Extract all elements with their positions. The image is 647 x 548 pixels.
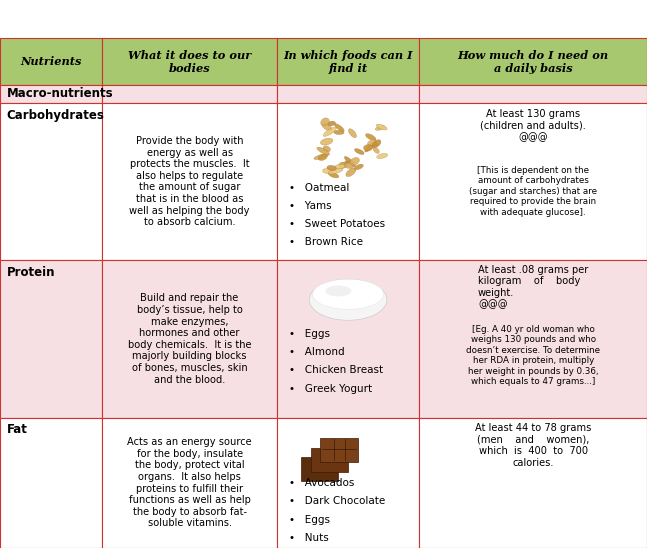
Bar	[419, 418, 647, 548]
Text: •   Greek Yogurt: • Greek Yogurt	[289, 384, 371, 393]
Text: Build and repair the
body’s tissue, help to
make enzymes,
hormones and other
bod: Build and repair the body’s tissue, help…	[128, 293, 251, 385]
Text: •   Almond: • Almond	[289, 347, 344, 357]
Text: Protein: Protein	[6, 266, 55, 279]
Bar	[277, 103, 419, 260]
Bar	[0, 38, 102, 85]
Text: Nutrients: Nutrients	[21, 56, 82, 67]
Bar	[102, 418, 277, 548]
Bar	[0, 85, 102, 103]
Ellipse shape	[309, 279, 387, 320]
Text: •   Sweet Potatoes: • Sweet Potatoes	[289, 219, 385, 229]
Text: •   Oatmeal: • Oatmeal	[289, 183, 349, 193]
Text: At least 44 to 78 grams
(men    and    women),
which  is  400  to  700
calories.: At least 44 to 78 grams (men and women),…	[475, 423, 591, 468]
Ellipse shape	[339, 161, 351, 167]
Ellipse shape	[320, 138, 333, 145]
Ellipse shape	[372, 140, 381, 147]
Ellipse shape	[367, 140, 377, 145]
Ellipse shape	[355, 164, 364, 170]
Ellipse shape	[322, 123, 332, 131]
Text: What it does to our
bodies: What it does to our bodies	[128, 50, 251, 73]
Ellipse shape	[334, 124, 344, 132]
Text: Macro-nutrients: Macro-nutrients	[6, 88, 113, 100]
Ellipse shape	[325, 286, 351, 296]
Text: [Eg. A 40 yr old woman who
weighs 130 pounds and who
doesn’t exercise. To determ: [Eg. A 40 yr old woman who weighs 130 po…	[466, 325, 600, 386]
Ellipse shape	[318, 154, 327, 161]
Ellipse shape	[339, 162, 347, 168]
Ellipse shape	[365, 142, 375, 152]
Text: •   Brown Rice: • Brown Rice	[289, 237, 362, 247]
Ellipse shape	[323, 146, 331, 152]
Text: At least .08 grams per
kilogram    of    body
weight.
@@@: At least .08 grams per kilogram of body …	[478, 265, 588, 310]
Text: •   Yams: • Yams	[289, 201, 331, 211]
Ellipse shape	[373, 147, 379, 153]
Text: In which foods can I
find it: In which foods can I find it	[283, 50, 413, 73]
Ellipse shape	[334, 164, 345, 169]
Ellipse shape	[376, 124, 387, 130]
Bar	[419, 260, 647, 418]
Ellipse shape	[314, 154, 329, 159]
Text: How much do I need on
a daily basis: How much do I need on a daily basis	[457, 50, 609, 73]
FancyBboxPatch shape	[301, 457, 338, 481]
Bar	[102, 85, 277, 103]
Text: Acts as an energy source
for the body, insulate
the body, protect vital
organs. : Acts as an energy source for the body, i…	[127, 437, 252, 528]
Ellipse shape	[334, 130, 344, 135]
Ellipse shape	[313, 279, 384, 309]
Ellipse shape	[328, 168, 343, 174]
Ellipse shape	[355, 149, 364, 155]
Text: •   Eggs: • Eggs	[289, 515, 329, 524]
Bar	[0, 260, 102, 418]
Text: Provide the body with
energy as well as
protects the muscles.  It
also helps to : Provide the body with energy as well as …	[129, 136, 250, 227]
Bar	[419, 85, 647, 103]
Bar	[277, 418, 419, 548]
Ellipse shape	[346, 168, 356, 176]
Bar	[277, 38, 419, 85]
Bar	[102, 260, 277, 418]
FancyBboxPatch shape	[320, 438, 358, 462]
Bar	[419, 38, 647, 85]
Ellipse shape	[375, 125, 385, 130]
Bar	[277, 260, 419, 418]
Bar	[102, 103, 277, 260]
Ellipse shape	[327, 121, 335, 126]
Bar	[419, 103, 647, 260]
Ellipse shape	[327, 165, 336, 170]
Bar	[277, 85, 419, 103]
Ellipse shape	[324, 127, 336, 136]
Text: •   Avocados: • Avocados	[289, 478, 354, 488]
Ellipse shape	[344, 156, 355, 167]
Bar	[102, 38, 277, 85]
Text: •   Dark Chocolate: • Dark Chocolate	[289, 496, 385, 506]
Text: Fat: Fat	[6, 423, 27, 436]
FancyBboxPatch shape	[311, 448, 348, 472]
Bar	[0, 418, 102, 548]
Ellipse shape	[377, 153, 388, 158]
Text: Carbohydrates: Carbohydrates	[6, 109, 104, 122]
Bar	[0, 103, 102, 260]
Ellipse shape	[322, 169, 333, 174]
Ellipse shape	[350, 157, 359, 165]
Ellipse shape	[344, 163, 353, 168]
Text: •   Eggs: • Eggs	[289, 329, 329, 339]
Text: •   Nuts: • Nuts	[289, 533, 328, 543]
Ellipse shape	[348, 129, 356, 138]
Ellipse shape	[366, 134, 376, 140]
Text: [This is dependent on the
amount of carbohydrates
(sugar and starches) that are
: [This is dependent on the amount of carb…	[469, 166, 597, 216]
Text: At least 130 grams
(children and adults).
@@@: At least 130 grams (children and adults)…	[480, 109, 586, 142]
Ellipse shape	[364, 145, 373, 151]
Ellipse shape	[317, 147, 329, 155]
Ellipse shape	[370, 142, 378, 147]
Ellipse shape	[321, 118, 329, 126]
Text: •   Chicken Breast: • Chicken Breast	[289, 366, 382, 375]
Ellipse shape	[328, 172, 339, 178]
